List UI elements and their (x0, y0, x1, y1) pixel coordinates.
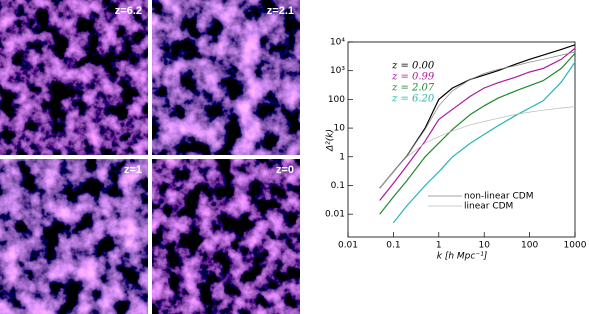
y-tick-label: 10 (334, 124, 346, 134)
x-axis-label: k [h Mpc⁻¹] (437, 252, 488, 262)
legend-label: linear CDM (464, 202, 513, 212)
legend-label: z = 2.07 (391, 83, 435, 94)
y-tick-label: 100 (328, 95, 345, 105)
x-tick-label: 10 (478, 241, 490, 251)
series-line (379, 47, 576, 201)
simulation-panels: z=6.2 z=2.1 z=1 z=0 (0, 0, 300, 314)
y-tick-label: 0.01 (325, 210, 345, 220)
series-line (379, 51, 576, 189)
panel-image (152, 159, 300, 314)
legend-label: non-linear CDM (464, 192, 533, 202)
panel-label: z=1 (124, 164, 142, 176)
panel-label: z=6.2 (115, 5, 142, 17)
panel-label: z=2.1 (267, 5, 294, 17)
y-tick-label: 1 (339, 152, 345, 162)
series-line (392, 61, 576, 224)
y-tick-label: 0.1 (331, 181, 345, 191)
y-axis-label: Δ²(k) (326, 129, 336, 152)
x-tick-label: 100 (521, 241, 538, 251)
y-tick-label: 10⁴ (330, 38, 345, 48)
legend-label: z = 6.20 (391, 94, 435, 105)
x-tick-label: 0.1 (386, 241, 400, 251)
panel-image (0, 159, 148, 314)
x-tick-label: 1 (436, 241, 442, 251)
legend-label: z = 0.00 (391, 61, 435, 72)
x-tick-label: 1000 (564, 241, 587, 251)
series-line (379, 106, 576, 189)
series-line (379, 52, 576, 215)
legend-label: z = 0.99 (391, 72, 435, 83)
plot-frame (347, 41, 576, 238)
panel-image (152, 0, 300, 155)
y-tick-label: 10³ (330, 66, 345, 76)
x-tick-label: 0.01 (338, 241, 358, 251)
panel-image (0, 0, 148, 155)
panel-label: z=0 (276, 164, 294, 176)
